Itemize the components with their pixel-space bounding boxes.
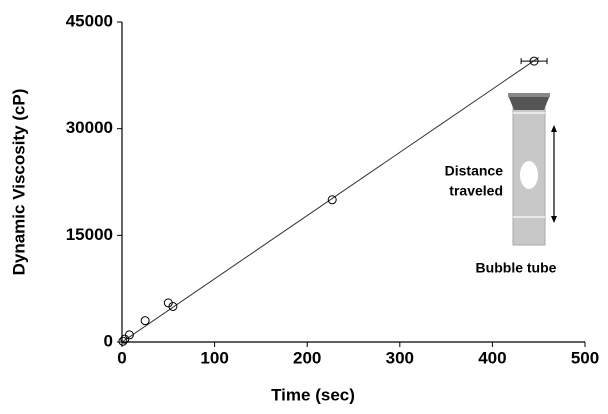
x-axis-label: Time (sec) xyxy=(271,385,355,404)
x-tick-label: 200 xyxy=(293,348,321,367)
arrow-head xyxy=(551,216,557,223)
trend-line xyxy=(121,57,539,343)
x-tick-label: 500 xyxy=(571,348,599,367)
tube-inset xyxy=(508,93,557,246)
x-tick-label: 300 xyxy=(386,348,414,367)
x-tick-label: 400 xyxy=(478,348,506,367)
data-point xyxy=(529,56,539,66)
y-tick-label: 0 xyxy=(104,331,113,350)
annotation: Bubble tube xyxy=(476,260,557,276)
y-tick-label: 30000 xyxy=(66,118,113,137)
bubble xyxy=(520,161,538,189)
tube-cap-rim xyxy=(508,93,550,97)
data-point xyxy=(327,195,337,205)
y-tick-label: 45000 xyxy=(66,11,113,30)
annotation: Distance xyxy=(445,163,504,179)
error-bar xyxy=(520,58,548,65)
data-point xyxy=(124,330,134,340)
data-point xyxy=(140,316,150,326)
y-tick-label: 15000 xyxy=(66,225,113,244)
tube-cap xyxy=(508,95,550,110)
arrow-head xyxy=(551,125,557,132)
annotation: traveled xyxy=(449,183,503,199)
y-axis-label: Dynamic Viscosity (cP) xyxy=(9,89,28,276)
data-point xyxy=(118,336,128,346)
x-tick-label: 0 xyxy=(117,348,126,367)
data-point xyxy=(168,301,178,311)
x-tick-label: 100 xyxy=(200,348,228,367)
